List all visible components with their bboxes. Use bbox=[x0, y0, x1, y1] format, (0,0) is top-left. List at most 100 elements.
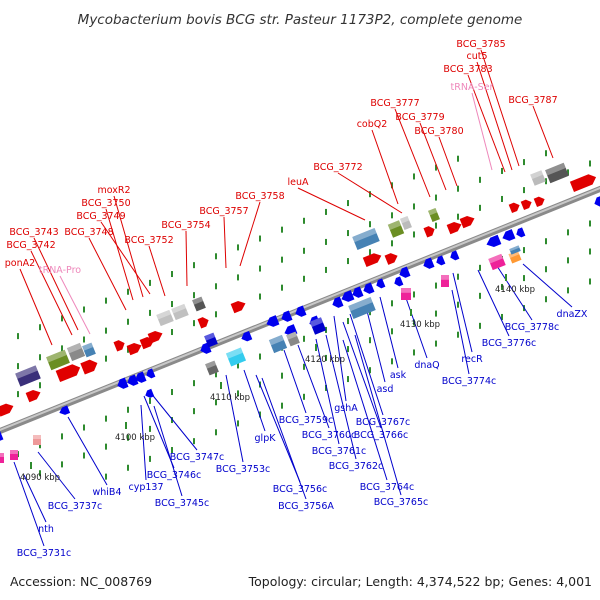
reverse-gene-arrow bbox=[352, 286, 364, 298]
feature-dash bbox=[61, 345, 63, 352]
feature-dash bbox=[479, 204, 481, 211]
forward-gene-arrow-shape bbox=[80, 359, 98, 375]
reverse-gene-arrow bbox=[241, 330, 253, 342]
gene-label: glpK bbox=[255, 433, 277, 444]
gene-box bbox=[10, 450, 18, 460]
feature-dash bbox=[391, 240, 393, 247]
leader-line bbox=[522, 263, 573, 308]
leader-line bbox=[143, 395, 175, 469]
leader-line bbox=[105, 208, 134, 301]
feature-dash bbox=[435, 164, 437, 171]
feature-dash bbox=[193, 380, 195, 387]
reverse-gene-arrow-shape bbox=[399, 266, 411, 278]
reverse-gene-arrow bbox=[594, 195, 600, 207]
gene-box-shine bbox=[15, 365, 38, 379]
leader-line bbox=[364, 302, 386, 383]
reverse-gene-arrow bbox=[376, 278, 386, 289]
feature-dash bbox=[127, 346, 129, 353]
reverse-gene-arrow bbox=[127, 374, 139, 386]
feature-dash bbox=[39, 354, 41, 361]
scale-tick-mark bbox=[30, 462, 32, 469]
gene-label: BCG_3760c bbox=[302, 430, 357, 441]
feature-dash bbox=[435, 340, 437, 347]
forward-gene-arrow bbox=[25, 389, 41, 403]
gene-label: BCG_3767c bbox=[356, 417, 411, 428]
reverse-gene-arrow bbox=[394, 276, 404, 287]
reverse-gene-arrow bbox=[332, 296, 344, 308]
reverse-gene-arrow-shape bbox=[436, 255, 446, 266]
leader-line bbox=[476, 61, 513, 171]
leader-line bbox=[149, 391, 198, 451]
scale-tick-label: 4140 kbp bbox=[495, 285, 535, 295]
forward-gene-arrow-shape bbox=[362, 253, 382, 268]
gene-box-shape bbox=[268, 334, 288, 354]
leader-line bbox=[140, 404, 147, 481]
feature-dash bbox=[149, 455, 151, 462]
feature-dash bbox=[83, 306, 85, 313]
gene-box-shape bbox=[0, 453, 4, 463]
leader-line bbox=[394, 108, 431, 198]
feature-dash bbox=[303, 393, 305, 400]
gene-label: BCG_3743 bbox=[9, 227, 58, 238]
gene-box bbox=[268, 334, 288, 354]
reverse-gene-arrow bbox=[146, 368, 156, 379]
gene-label: BCG_3778c bbox=[505, 322, 560, 333]
gene-label: BCG_3761c bbox=[312, 446, 367, 457]
gene-box-shine bbox=[387, 220, 402, 230]
gene-box-shape bbox=[309, 317, 327, 335]
gene-box-shape bbox=[46, 349, 70, 371]
feature-dash bbox=[545, 150, 547, 157]
gene-box-shine bbox=[428, 207, 438, 216]
forward-gene-arrow bbox=[0, 403, 14, 417]
gene-box bbox=[0, 453, 4, 463]
feature-dash bbox=[391, 182, 393, 189]
feature-dash bbox=[413, 203, 415, 210]
gene-box-shine bbox=[488, 253, 504, 264]
gene-box bbox=[545, 162, 569, 184]
leader-line bbox=[371, 129, 399, 205]
feature-dash bbox=[39, 470, 41, 477]
gene-box-shine bbox=[400, 215, 410, 224]
feature-dash bbox=[259, 293, 261, 300]
accession-label: Accession: NC_008769 bbox=[10, 574, 152, 589]
gene-box bbox=[205, 360, 219, 376]
leader-line bbox=[480, 49, 520, 167]
gene-box-shine bbox=[0, 453, 4, 457]
gene-label: BCG_3779 bbox=[395, 112, 444, 123]
reverse-gene-arrow-shape bbox=[241, 330, 253, 342]
feature-dash bbox=[171, 301, 173, 308]
gene-box bbox=[156, 309, 174, 327]
leader-line bbox=[451, 289, 470, 375]
gene-box bbox=[348, 297, 376, 319]
feature-dash bbox=[457, 213, 459, 220]
feature-dash bbox=[391, 212, 393, 219]
forward-gene-arrow bbox=[384, 253, 398, 265]
reverse-gene-arrow-shape bbox=[376, 278, 386, 289]
feature-dash bbox=[347, 258, 349, 265]
feature-dash bbox=[215, 429, 217, 436]
leader-line bbox=[471, 92, 493, 171]
feature-dash bbox=[237, 244, 239, 251]
feature-dash bbox=[303, 275, 305, 282]
leader-line bbox=[88, 237, 127, 311]
gene-box-shine bbox=[530, 170, 544, 180]
gene-box-shine bbox=[156, 309, 172, 320]
reverse-gene-arrow-shape bbox=[332, 296, 344, 308]
gene-box-shape bbox=[171, 303, 189, 321]
gene-label: BCG_3752 bbox=[124, 235, 173, 246]
gene-label: BCG_3783 bbox=[443, 64, 492, 75]
scale-tick-label: 4110 kbp bbox=[210, 393, 250, 403]
forward-gene-arrow bbox=[230, 300, 246, 314]
gene-box bbox=[352, 228, 380, 250]
leader-line bbox=[100, 221, 151, 295]
reverse-gene-arrow bbox=[266, 315, 280, 327]
feature-dash bbox=[325, 354, 327, 361]
feature-dash bbox=[17, 363, 19, 370]
feature-dash bbox=[281, 226, 283, 233]
feature-dash bbox=[589, 248, 591, 255]
gene-box-shape bbox=[348, 297, 376, 319]
feature-dash bbox=[259, 235, 261, 242]
reverse-gene-arrow bbox=[486, 234, 502, 248]
feature-dash bbox=[413, 291, 415, 298]
